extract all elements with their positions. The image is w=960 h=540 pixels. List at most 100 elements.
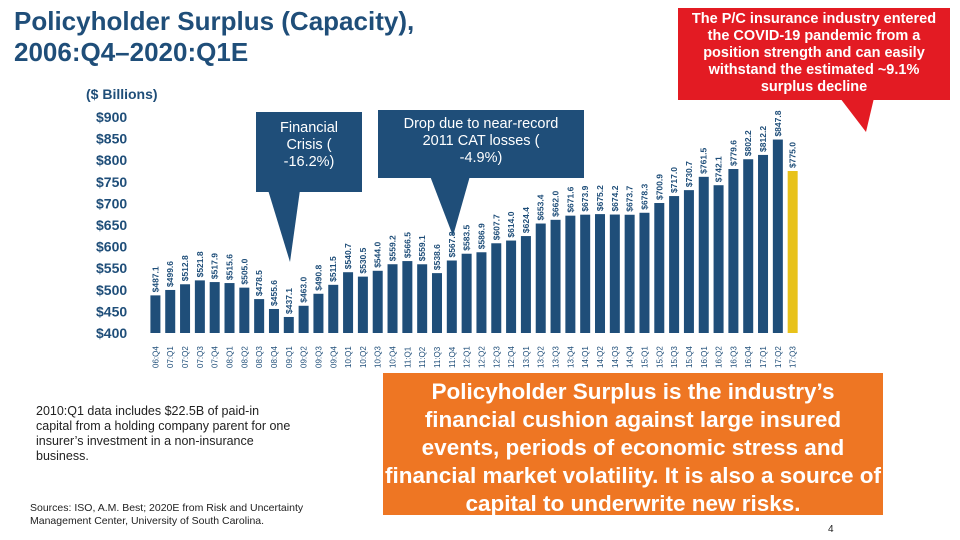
x-tick-label: 13:Q3: [552, 346, 561, 368]
bar: [535, 223, 546, 333]
bar-value-label: $624.4: [521, 207, 531, 233]
bar-value-label: $583.5: [462, 224, 472, 250]
financial-callout-line-1: Financial: [279, 120, 339, 136]
bar-value-label: $730.7: [684, 161, 694, 187]
x-tick-label: 12:Q4: [507, 346, 516, 368]
bar: [165, 289, 176, 333]
bar-value-label: $559.1: [417, 235, 427, 261]
bar-value-label: $566.5: [402, 232, 412, 258]
x-tick-label: 08:Q2: [240, 346, 249, 368]
slide-title: Policyholder Surplus (Capacity), 2006:Q4…: [14, 6, 534, 68]
bar-value-label: $761.5: [699, 148, 709, 174]
bar-value-label: $455.6: [269, 280, 279, 306]
x-tick-label: 14:Q1: [581, 346, 590, 368]
summary-box: Policyholder Surplus is the industry’s f…: [383, 373, 883, 516]
bar-value-label: $673.7: [625, 185, 635, 211]
bar-value-label: $512.8: [180, 255, 190, 281]
x-tick-label: 15:Q4: [685, 346, 694, 368]
financial-crisis-callout: Financial Crisis ( -16.2%): [256, 112, 362, 192]
x-tick-label: 16:Q4: [744, 346, 753, 368]
x-tick-label: 14:Q2: [596, 346, 605, 368]
x-tick-label: 07:Q3: [196, 346, 205, 368]
bar: [728, 169, 739, 333]
x-tick-label: 10:Q3: [374, 346, 383, 368]
bar: [180, 284, 191, 333]
bar-value-label: $511.5: [328, 256, 338, 282]
bar: [669, 196, 680, 333]
x-tick-label: 10:Q4: [389, 346, 398, 368]
x-tick-label: 11:Q1: [403, 346, 412, 368]
cat-callout-line-2: 2011 CAT losses (: [422, 133, 540, 149]
bar-value-label: $505.0: [239, 258, 249, 284]
x-tick-label: 09:Q4: [329, 346, 338, 368]
bar: [283, 316, 294, 333]
bar-value-label: $478.5: [254, 270, 264, 296]
bar-value-label: $653.4: [536, 194, 546, 220]
page-number: 4: [828, 524, 834, 535]
financial-callout-tail: [268, 190, 300, 262]
bar: [476, 252, 487, 333]
x-tick-label: 16:Q2: [715, 346, 724, 368]
bar: [639, 212, 650, 333]
bar: [520, 236, 531, 333]
bar-value-label: $540.7: [343, 243, 353, 269]
bar-value-label: $614.0: [506, 211, 516, 237]
bar: [491, 243, 502, 333]
bar-value-label: $674.2: [610, 185, 620, 211]
bar: [431, 273, 442, 333]
bar: [209, 282, 220, 333]
bar: [609, 214, 620, 333]
bar-value-label: $675.2: [595, 185, 605, 211]
financial-callout-line-2: Crisis (: [286, 137, 332, 153]
bar: [417, 264, 428, 333]
bar-value-label: $538.6: [432, 244, 442, 270]
bar-value-label: $607.7: [491, 214, 501, 240]
bar-value-label: $662.0: [551, 191, 561, 217]
bar: [372, 270, 383, 333]
red-callout-tail: [840, 98, 874, 132]
bar-value-label: $515.6: [225, 254, 235, 280]
x-tick-label: 16:Q3: [729, 346, 738, 368]
cat-callout-line-1: Drop due to near-record: [403, 116, 559, 132]
financial-callout-line-3: -16.2%): [283, 154, 335, 170]
x-tick-label: 09:Q3: [314, 346, 323, 368]
bar: [254, 299, 265, 333]
sources: Sources: ISO, A.M. Best; 2020E from Risk…: [30, 502, 304, 527]
bar: [743, 159, 754, 333]
bar: [268, 308, 279, 333]
bar-value-label: $586.9: [476, 223, 486, 249]
x-tick-label: 16:Q1: [700, 346, 709, 368]
bar: [298, 305, 309, 333]
bar: [698, 176, 709, 333]
pandemic-callout: The P/C insurance industry entered the C…: [678, 8, 950, 100]
x-tick-label: 14:Q4: [626, 346, 635, 368]
bar-value-label: $487.1: [150, 266, 160, 292]
x-tick-label: 17:Q3: [789, 346, 798, 368]
bar-value-label: $717.0: [669, 167, 679, 193]
x-tick-label: 13:Q4: [566, 346, 575, 368]
bar-value-label: $490.8: [313, 265, 323, 291]
x-tick-label: 07:Q1: [166, 346, 175, 368]
cat-losses-callout: Drop due to near-record 2011 CAT losses …: [378, 110, 584, 178]
bar-value-label: $517.9: [210, 253, 220, 279]
x-tick-label: 13:Q1: [522, 346, 531, 368]
bar: [595, 214, 606, 333]
bar-value-label: $530.5: [358, 247, 368, 273]
title-line-2: 2006:Q4–2020:Q1E: [14, 37, 249, 67]
bar: [654, 203, 665, 333]
y-tick-label: $750: [96, 174, 127, 190]
bar: [624, 214, 635, 333]
x-tick-label: 12:Q1: [463, 346, 472, 368]
x-tick-label: 17:Q1: [759, 346, 768, 368]
bar: [313, 293, 324, 333]
y-tick-label: $850: [96, 131, 127, 147]
bar-value-label: $812.2: [758, 126, 768, 152]
bar: [758, 154, 769, 333]
bar-value-label: $544.0: [373, 242, 383, 268]
bar-value-label: $802.2: [743, 130, 753, 156]
cat-callout-line-3: -4.9%): [459, 150, 503, 166]
bar: [239, 287, 250, 333]
y-tick-label: $800: [96, 152, 127, 168]
x-tick-label: 06:Q4: [151, 346, 160, 368]
bar: [683, 190, 694, 333]
